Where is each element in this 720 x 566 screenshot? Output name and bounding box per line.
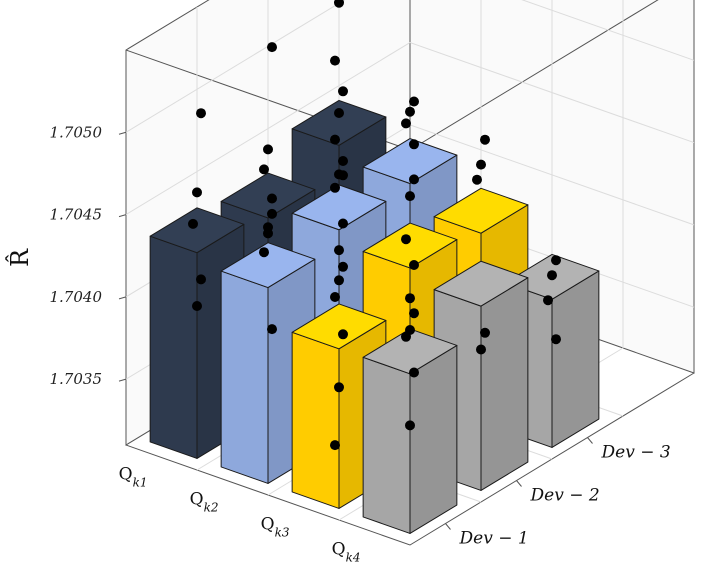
data-point: [409, 96, 419, 107]
data-point: [259, 164, 269, 175]
category-labels: Qk1 Qk2 Qk3 Qk4 Dev − 1 Dev − 2 Dev − 3: [119, 437, 671, 565]
data-point: [334, 245, 344, 256]
data-point: [196, 274, 206, 285]
bar: [291, 261, 387, 509]
z-gridline: [125, 42, 695, 216]
z-tick-label: 1.7035: [50, 370, 103, 388]
data-point: [401, 118, 411, 129]
z-tick: [118, 296, 127, 300]
data-point: [263, 222, 273, 233]
data-point: [543, 295, 553, 306]
data-point: [338, 86, 348, 97]
data-point: [409, 139, 419, 150]
data-point: [401, 234, 411, 245]
z-tick-label: 1.7050: [50, 123, 103, 141]
bar: [362, 308, 458, 534]
data-point: [476, 344, 486, 355]
bar-left-face: [220, 270, 269, 484]
z-tick: [118, 131, 127, 135]
data-point: [192, 187, 202, 198]
data-point: [267, 42, 277, 53]
data-point: [338, 329, 348, 340]
q-category-label: Qk2: [190, 490, 219, 515]
data-point: [334, 0, 344, 8]
bar-left-face: [362, 356, 411, 534]
bar-left-face: [291, 331, 340, 509]
dev-tick: [516, 480, 522, 487]
z-gridline: [125, 0, 695, 133]
z-axis-label: R̂: [6, 248, 34, 267]
data-point: [409, 174, 419, 185]
bar-top-face: [220, 242, 316, 289]
data-point: [330, 55, 340, 66]
data-point: [476, 159, 486, 170]
bars: [149, 0, 600, 534]
bar-top-face: [291, 303, 387, 350]
data-point: [409, 308, 419, 319]
dev-category-label: Dev − 1: [459, 529, 529, 549]
data-point: [338, 156, 348, 166]
data-point: [334, 275, 344, 286]
data-point: [409, 260, 419, 270]
bar-top-face: [149, 207, 245, 254]
data-point: [551, 255, 561, 266]
q-category-label: Qk4: [332, 540, 361, 565]
data-point: [551, 334, 561, 345]
data-point: [196, 108, 206, 119]
data-point: [405, 106, 415, 117]
dev-tick: [587, 437, 593, 444]
data-point: [405, 293, 415, 304]
dev-category-label: Dev − 3: [601, 443, 671, 463]
data-point: [267, 208, 277, 219]
data-point: [259, 247, 269, 258]
data-point: [188, 218, 198, 229]
bar-front-face: [551, 270, 600, 448]
data-point: [267, 324, 277, 335]
z-tick: [118, 378, 127, 382]
z-tick-label: 1.7045: [50, 206, 103, 224]
data-point: [547, 270, 557, 281]
q-category-label: Qk3: [261, 515, 290, 540]
bar-top-face: [433, 187, 529, 234]
q-category-label: Qk1: [119, 465, 148, 490]
data-point: [401, 331, 411, 342]
dev-tick: [445, 523, 451, 530]
data-point: [330, 134, 340, 145]
data-point: [405, 420, 415, 431]
bar-top-face: [362, 222, 458, 269]
bar-top-face: [433, 260, 529, 307]
data-point: [263, 144, 273, 155]
data-point: [405, 191, 415, 202]
z-axis-ticks: 1.7035 1.7040 1.7045 1.7050: [50, 123, 127, 388]
bar-top-face: [291, 99, 387, 146]
z-tick-label: 1.7040: [50, 288, 103, 306]
data-point: [330, 182, 340, 193]
data-point: [480, 327, 490, 338]
data-point: [409, 367, 419, 378]
data-point: [334, 382, 344, 393]
data-point: [338, 261, 348, 272]
data-point: [330, 292, 340, 302]
data-point: [192, 301, 202, 311]
bar-top-face: [362, 138, 458, 184]
data-point: [267, 193, 277, 204]
data-point: [338, 218, 348, 229]
dev-category-label: Dev − 2: [530, 486, 600, 506]
data-point: [334, 108, 344, 118]
data-point: [330, 440, 340, 451]
data-point: [472, 174, 482, 185]
bar-left-face: [149, 235, 198, 459]
bar-front-face: [480, 277, 529, 491]
data-point: [334, 169, 344, 180]
data-point: [480, 134, 490, 145]
z-tick: [118, 214, 127, 218]
